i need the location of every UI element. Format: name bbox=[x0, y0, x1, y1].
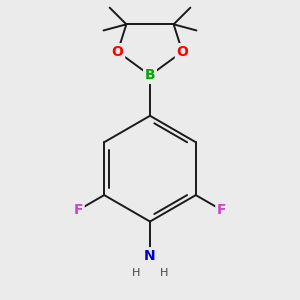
Text: O: O bbox=[176, 45, 188, 59]
Text: O: O bbox=[112, 45, 124, 59]
Text: B: B bbox=[145, 68, 155, 82]
Text: H: H bbox=[160, 268, 168, 278]
Text: H: H bbox=[132, 268, 140, 278]
Text: F: F bbox=[74, 203, 83, 217]
Text: N: N bbox=[144, 249, 156, 263]
Text: F: F bbox=[217, 203, 226, 217]
